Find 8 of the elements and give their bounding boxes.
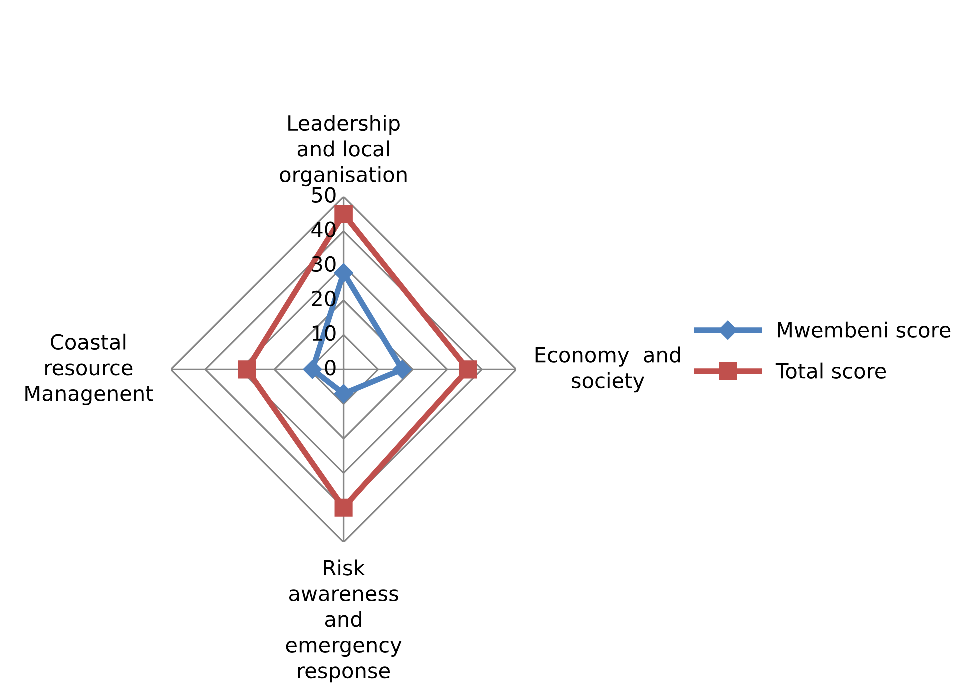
y-tick-label: 0 [325, 360, 336, 376]
legend-label: Total score [776, 362, 886, 379]
spoke-label: Coastal resource Managenent [26, 334, 154, 406]
spoke-label: Economy and society [536, 346, 680, 393]
legend-label: Mwembeni score [778, 322, 951, 338]
spoke-label: Leadership and local organisation [280, 115, 407, 187]
y-tick-label: 50 [312, 187, 336, 203]
spoke-label: Risk awareness and emergency response [286, 560, 402, 683]
